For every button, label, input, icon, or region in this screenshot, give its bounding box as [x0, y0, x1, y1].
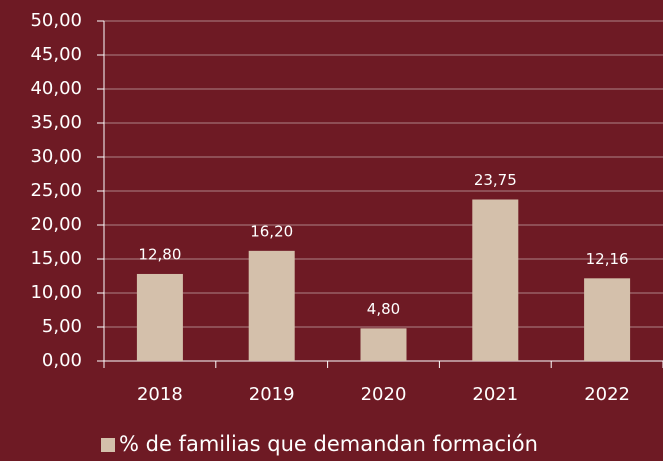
y-tick-label: 10,00: [30, 282, 82, 303]
y-tick-label: 30,00: [30, 146, 82, 167]
data-label: 4,80: [367, 300, 400, 318]
x-tick-label: 2018: [137, 384, 183, 405]
y-tick-label: 15,00: [30, 248, 82, 269]
data-label: 23,75: [474, 171, 517, 189]
y-tick-label: 40,00: [30, 78, 82, 99]
x-tick-label: 2021: [472, 384, 518, 405]
bar: [472, 199, 519, 361]
legend-label: % de familias que demandan formación: [119, 432, 538, 456]
legend-swatch: [101, 438, 115, 452]
x-tick-label: 2019: [249, 384, 295, 405]
data-label: 16,20: [250, 222, 293, 240]
y-tick-label: 35,00: [30, 112, 82, 133]
bar: [136, 273, 183, 361]
y-tick-label: 20,00: [30, 214, 82, 235]
y-tick-label: 25,00: [30, 180, 82, 201]
bar: [584, 278, 631, 361]
y-tick-label: 5,00: [42, 316, 82, 337]
bar: [360, 328, 407, 361]
y-tick-label: 45,00: [30, 44, 82, 65]
data-label: 12,16: [586, 250, 629, 268]
x-tick-label: 2022: [584, 384, 630, 405]
y-tick-label: 50,00: [30, 10, 82, 31]
data-label: 12,80: [138, 245, 181, 263]
bar: [248, 250, 295, 361]
y-tick-label: 0,00: [42, 350, 82, 371]
x-tick-label: 2020: [361, 384, 407, 405]
